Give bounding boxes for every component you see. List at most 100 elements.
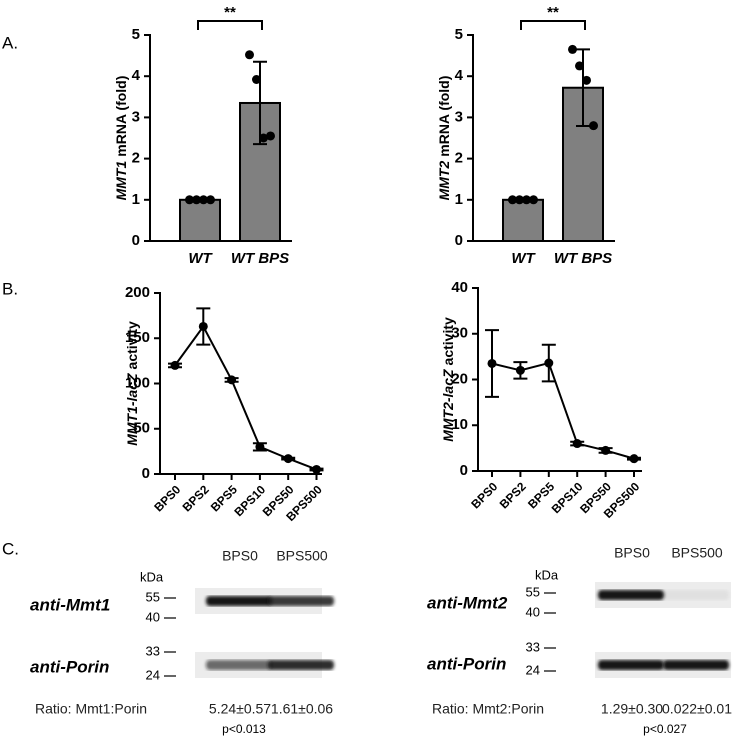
y-tick-label: 3 xyxy=(132,108,140,125)
data-point xyxy=(582,75,591,85)
blot-band xyxy=(598,660,664,670)
data-point xyxy=(245,50,254,60)
blot-row-label: anti-Mmt1 xyxy=(30,595,110,614)
blot-band xyxy=(268,660,334,670)
significance: ** xyxy=(224,4,236,21)
data-point xyxy=(589,121,598,131)
y-tick-label: 0 xyxy=(132,232,140,249)
data-point xyxy=(515,195,524,205)
y-label-rest: activity xyxy=(124,321,140,369)
data-point xyxy=(170,360,180,370)
marker-label: 24 xyxy=(146,667,160,682)
data-point xyxy=(508,195,517,205)
blot-band xyxy=(598,590,664,600)
data-point xyxy=(575,61,584,71)
ratio-value: 5.24±0.57 xyxy=(209,701,271,717)
y-label-rest: mRNA (fold) xyxy=(436,76,452,157)
blot-band xyxy=(206,660,272,670)
y-tick-label: 40 xyxy=(451,279,468,296)
marker-label: 40 xyxy=(526,604,540,619)
data-point xyxy=(283,454,293,464)
y-label-gene: MMT2 xyxy=(436,161,452,201)
y-tick-label: 4 xyxy=(132,67,141,84)
data-point xyxy=(601,445,611,455)
y-tick-label: 2 xyxy=(132,150,140,167)
data-point xyxy=(529,195,538,205)
lane-label: BPS500 xyxy=(276,548,328,564)
x-tick-label: BPS0 xyxy=(468,479,500,511)
y-tick-label: 1 xyxy=(132,191,140,208)
y-tick-label: 200 xyxy=(125,284,150,301)
marker-label: 55 xyxy=(526,584,540,599)
ratio-value: 0.022±0.01 xyxy=(662,701,732,717)
data-point xyxy=(252,74,261,84)
y-axis-label: MMT2-lacZ activity xyxy=(440,317,456,442)
marker-label: 33 xyxy=(526,639,540,654)
y-axis-label: MMT1 mRNA (fold) xyxy=(113,76,129,201)
significance-bracket xyxy=(520,20,586,30)
marker-label: 55 xyxy=(146,589,160,604)
bar xyxy=(179,198,221,243)
x-tick-label: WT BPS xyxy=(554,250,612,267)
panel-label: C. xyxy=(2,539,19,558)
data-point xyxy=(227,375,237,385)
blot-band xyxy=(663,660,729,670)
lane-label: BPS0 xyxy=(614,545,650,561)
line xyxy=(174,324,317,471)
blot-band xyxy=(268,596,334,606)
x-tick-label: BPS0 xyxy=(151,482,183,514)
p-value: p<0.027 xyxy=(643,722,687,736)
y-tick-label: 2 xyxy=(455,150,463,167)
y-tick-label: 100 xyxy=(125,374,150,391)
y-tick-label: 5 xyxy=(455,26,463,43)
marker-label: 40 xyxy=(146,609,160,624)
data-point xyxy=(568,44,577,54)
kda-label: kDa xyxy=(140,569,164,584)
blot-row-label: anti-Mmt2 xyxy=(427,593,508,612)
data-point xyxy=(487,358,497,368)
y-label-gene: MMT1-lacZ xyxy=(124,373,140,446)
blot-row-label: anti-Porin xyxy=(427,654,506,673)
data-point xyxy=(312,464,321,474)
data-point xyxy=(522,195,531,205)
y-tick-label: 0 xyxy=(455,232,463,249)
lane-label: BPS500 xyxy=(671,545,723,561)
blot-band xyxy=(663,590,729,600)
data-point xyxy=(266,131,275,141)
blot-row-label: anti-Porin xyxy=(30,657,109,676)
ratio-value: 1.61±0.06 xyxy=(271,701,333,717)
x-tick-label: BPS2 xyxy=(180,482,212,514)
y-label-rest: mRNA (fold) xyxy=(113,76,129,157)
x-tick-label: BPS2 xyxy=(497,479,529,511)
y-tick-label: 50 xyxy=(133,420,150,437)
data-point xyxy=(544,358,554,368)
y-tick-label: 20 xyxy=(451,370,468,387)
y-label-rest: activity xyxy=(440,317,456,365)
panel-label: A. xyxy=(2,33,18,52)
y-axis-label: MMT1-lacZ activity xyxy=(124,321,140,446)
data-point xyxy=(515,365,525,375)
y-tick-label: 10 xyxy=(451,416,468,433)
error-bar xyxy=(576,48,590,128)
data-point xyxy=(259,133,268,143)
marker-label: 33 xyxy=(146,643,160,658)
y-tick-label: 0 xyxy=(142,465,150,482)
x-tick-label: WT xyxy=(511,250,536,267)
data-point xyxy=(629,454,639,464)
kda-label: kDa xyxy=(535,567,559,582)
panel-label: B. xyxy=(2,279,18,298)
y-tick-label: 0 xyxy=(460,462,468,479)
significance-bracket xyxy=(197,20,263,30)
data-point xyxy=(198,321,208,331)
y-tick-label: 5 xyxy=(132,26,140,43)
ratio-value: 1.29±0.30 xyxy=(601,701,663,717)
data-point xyxy=(192,195,201,205)
line xyxy=(491,361,635,460)
data-point xyxy=(572,439,582,449)
data-point xyxy=(185,195,194,205)
blot-band xyxy=(206,596,272,606)
y-tick-label: 1 xyxy=(455,191,463,208)
y-tick-label: 4 xyxy=(455,67,464,84)
bar xyxy=(502,198,544,243)
